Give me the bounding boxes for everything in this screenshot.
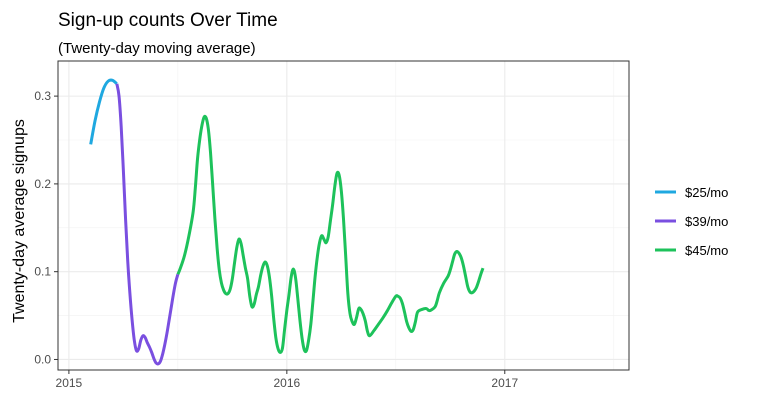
y-tick-label: 0.0 — [34, 352, 51, 366]
chart-subtitle: (Twenty-day moving average) — [58, 40, 256, 57]
y-tick-label: 0.3 — [34, 89, 51, 103]
y-axis-label: Twenty-day average signups — [11, 119, 28, 323]
y-tick-label: 0.2 — [34, 177, 51, 191]
axes-layer: 0.0 0.1 0.2 0.3 2015 2016 2017 — [34, 89, 518, 390]
series-line-1 — [89, 78, 118, 145]
plot-panel-border — [57, 60, 630, 371]
series-line-2 — [115, 83, 180, 366]
x-tick-label: 2015 — [56, 376, 83, 390]
series-layer — [89, 78, 485, 366]
series-line-3 — [176, 114, 485, 354]
legend-label-3: $45/mo — [685, 243, 728, 258]
legend-label-2: $39/mo — [685, 214, 728, 229]
x-tick-label: 2017 — [491, 376, 518, 390]
legend-label-1: $25/mo — [685, 185, 728, 200]
x-tick-label: 2016 — [273, 376, 300, 390]
y-tick-label: 0.1 — [34, 265, 51, 279]
legend: $25/mo $39/mo $45/mo — [655, 185, 728, 258]
chart-title: Sign-up counts Over Time — [58, 10, 278, 31]
